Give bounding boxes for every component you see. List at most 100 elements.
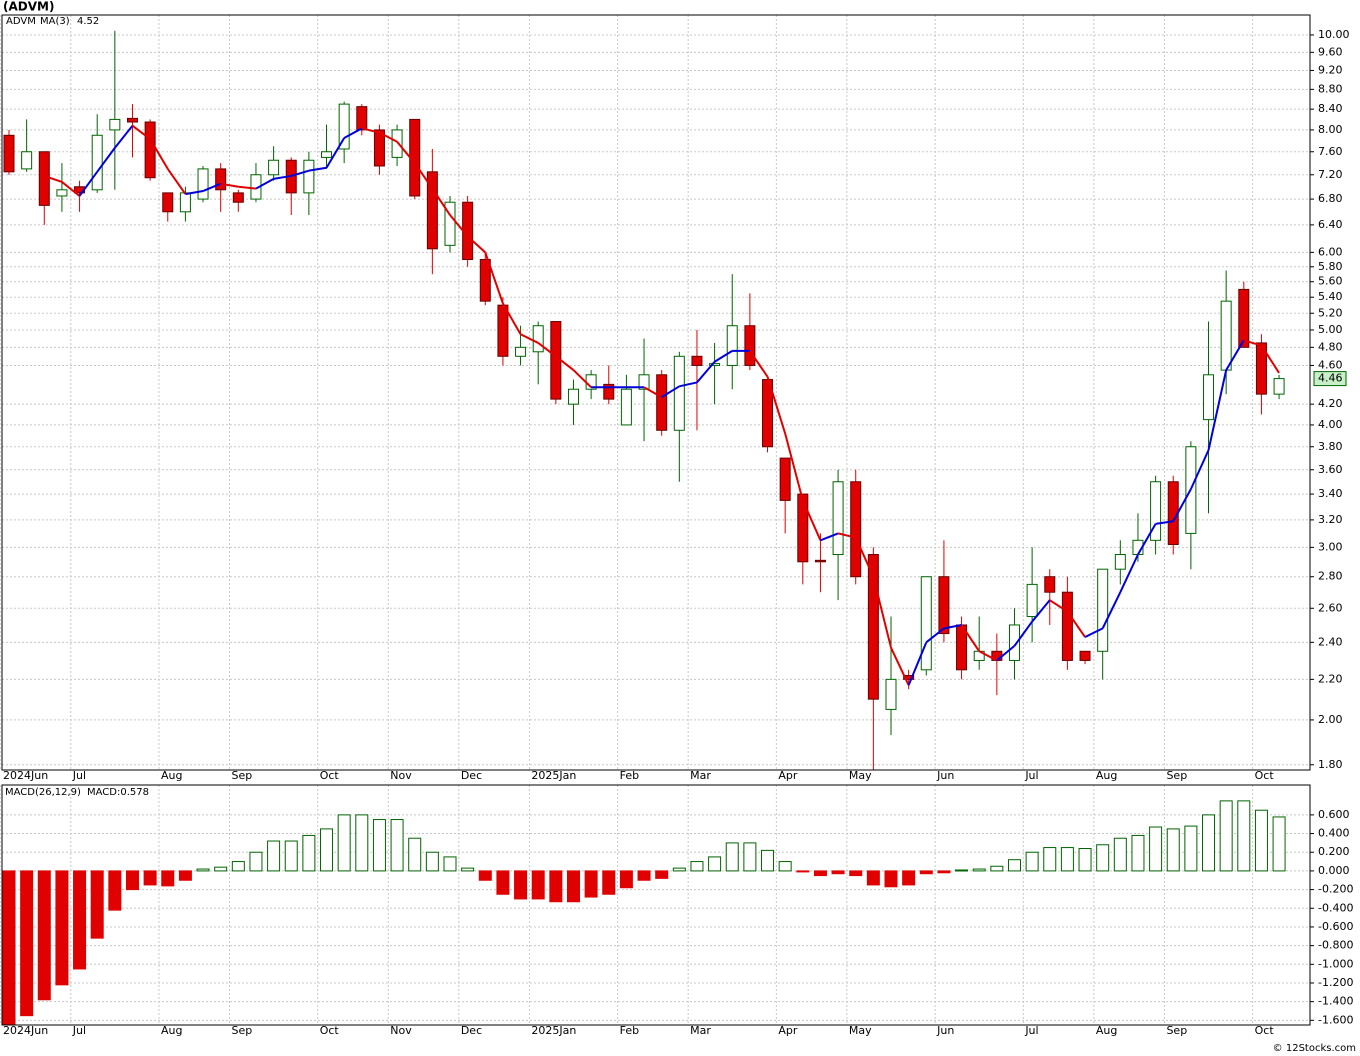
x-tick-label: 2024Jun: [3, 1024, 48, 1037]
ma-line: [1119, 554, 1139, 593]
macd-bar: [20, 870, 34, 1017]
ma-line: [413, 162, 434, 190]
x-tick-label: Dec: [461, 1024, 482, 1037]
x-tick-label: Nov: [390, 769, 412, 782]
macd-bar: [602, 870, 616, 895]
macd-bar: [1237, 800, 1251, 872]
macd-bar: [73, 870, 87, 970]
macd-bar: [1096, 844, 1110, 872]
macd-bar: [972, 868, 986, 872]
macd-bar: [249, 851, 263, 872]
candle-body: [1097, 568, 1109, 652]
x-tick-label: Feb: [620, 1024, 639, 1037]
ma-line: [1137, 523, 1157, 556]
x-tick-label: Jun: [936, 769, 954, 782]
legend-symbol: ADVM: [6, 16, 36, 27]
candle-body: [1061, 591, 1073, 661]
x-tick-label: Sep: [232, 1024, 253, 1037]
macd-bar: [796, 870, 810, 873]
y-tick-label: 3.00: [1318, 540, 1343, 553]
y-tick-label: -1.200: [1318, 976, 1353, 989]
ma-line: [1155, 520, 1174, 525]
candle-body: [673, 355, 685, 431]
y-tick-label: 5.60: [1318, 275, 1343, 288]
y-tick-label: 6.00: [1318, 245, 1343, 258]
ma-line: [502, 303, 522, 335]
x-tick-label: Jul: [72, 769, 86, 782]
ma-line: [661, 385, 680, 398]
ma-line: [220, 182, 239, 188]
candle-body: [797, 493, 809, 563]
ma-line: [396, 141, 416, 164]
macd-bar: [1078, 848, 1092, 872]
candle-body: [197, 168, 209, 200]
chart-title: (ADVM): [3, 0, 54, 14]
macd-bar: [355, 814, 369, 872]
macd-bar: [1202, 814, 1216, 872]
ma-line: [1260, 345, 1280, 374]
macd-bar: [1060, 847, 1074, 872]
ma-line: [784, 433, 804, 501]
ma-line: [960, 624, 981, 652]
macd-bar: [372, 819, 386, 872]
macd-bar: [1131, 834, 1145, 872]
candle-body: [21, 151, 33, 170]
macd-bar: [231, 861, 245, 872]
y-tick-label: 5.00: [1318, 323, 1343, 336]
y-tick-label: 3.80: [1318, 440, 1343, 453]
candle-body: [144, 121, 156, 179]
candle-body: [867, 554, 879, 700]
ma-line: [766, 376, 787, 434]
last-price: 4.46: [1318, 372, 1343, 385]
macd-bar: [1219, 800, 1233, 872]
candle-body: [638, 374, 650, 390]
macd-bar: [390, 819, 404, 872]
ma-line: [890, 647, 910, 686]
macd-bar: [566, 870, 580, 903]
macd-bar: [725, 842, 739, 872]
candle-body: [1114, 554, 1126, 570]
x-tick-label: Sep: [1166, 769, 1187, 782]
macd-bar: [637, 870, 651, 881]
ma-line: [837, 532, 856, 539]
candle-body: [1008, 624, 1020, 661]
ma-line: [61, 181, 81, 197]
macd-bar: [549, 870, 563, 903]
candle-body: [1026, 583, 1038, 618]
ma-line: [290, 169, 310, 177]
y-tick-label: 0.600: [1318, 808, 1350, 821]
candle-body: [744, 325, 756, 366]
ma-line: [1243, 339, 1262, 347]
macd-bar: [672, 867, 686, 872]
y-tick-label: 2.00: [1318, 713, 1343, 726]
ma-line: [308, 166, 327, 172]
y-tick-label: 9.20: [1318, 63, 1343, 76]
macd-bar: [496, 870, 510, 895]
macd-bar: [196, 868, 210, 872]
x-tick-label: Oct: [320, 769, 340, 782]
x-tick-label: Jul: [1024, 1024, 1038, 1037]
y-tick-label: 3.40: [1318, 487, 1343, 500]
candle-body: [179, 192, 191, 213]
ma-line: [1189, 449, 1210, 490]
macd-bar: [831, 870, 845, 875]
y-tick-label: 2.20: [1318, 672, 1343, 685]
macd-bar: [161, 870, 175, 887]
macd-bar: [90, 870, 104, 939]
macd-bar: [284, 840, 298, 872]
macd-bar: [214, 866, 228, 872]
candle-body: [321, 151, 333, 158]
candle-body: [709, 363, 721, 366]
y-tick-label: 3.20: [1318, 513, 1343, 526]
ma-line: [343, 127, 363, 139]
candle-body: [885, 678, 897, 710]
candle-body: [1079, 650, 1091, 661]
candle-body: [232, 192, 244, 203]
candle-body: [1238, 288, 1250, 348]
candle-body: [373, 129, 385, 167]
candle-body: [1044, 576, 1056, 593]
ma-line: [801, 499, 822, 541]
ma-line: [872, 576, 892, 648]
x-tick-label: Apr: [778, 769, 798, 782]
